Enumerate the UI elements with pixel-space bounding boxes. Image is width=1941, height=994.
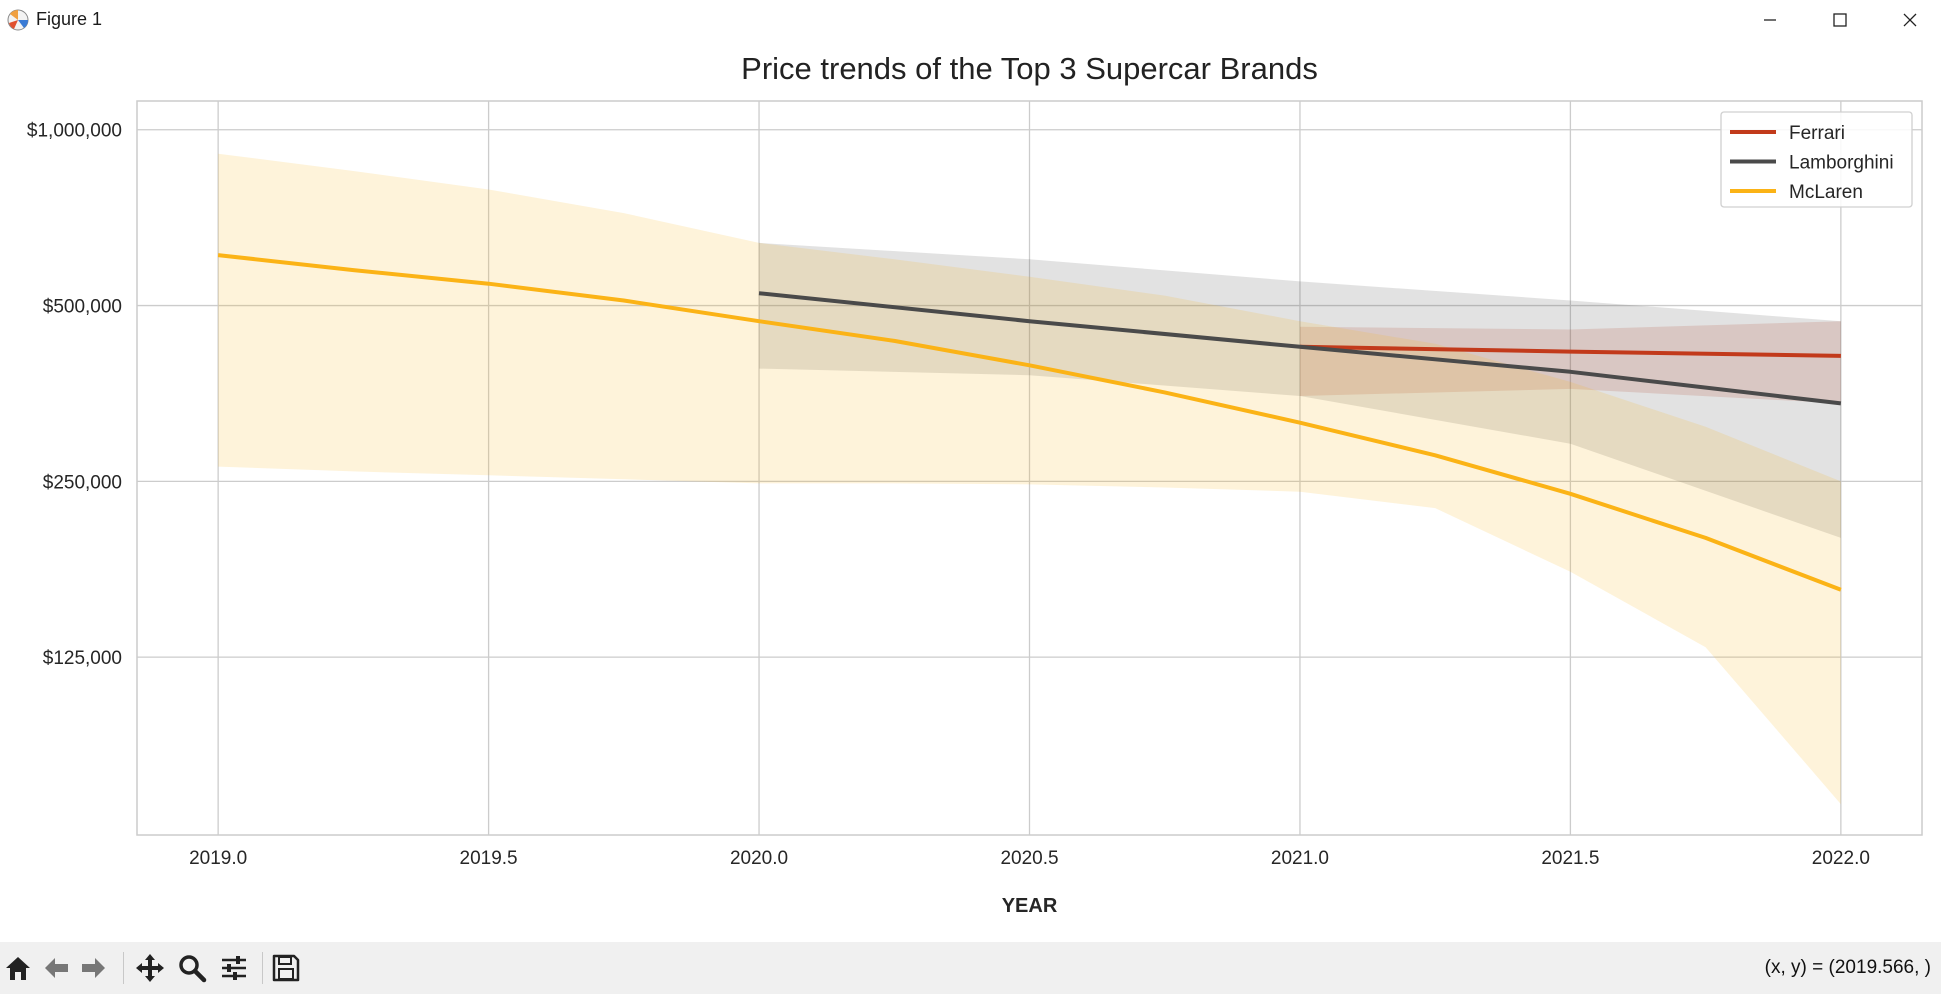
forward-arrow-icon [82,958,105,978]
legend-frame [1720,111,1913,208]
confidence-band-ferrari [1300,321,1841,404]
home-icon [6,957,30,980]
confidence-band-mclaren [218,153,1841,805]
maximize-icon [1833,13,1847,27]
back-button[interactable] [38,950,74,986]
legend-label-mclaren: McLaren [1789,182,1863,203]
x-axis-label: YEAR [1002,895,1058,917]
legend-label-lamborghini: Lamborghini [1789,153,1894,174]
cursor-coordinates: (x, y) = (2019.566, ) [1764,957,1931,978]
x-tick-label: 2022.0 [1812,848,1870,869]
series-line-ferrari [1299,344,1841,358]
close-icon [1903,13,1917,27]
y-tick-label: $250,000 [43,472,122,493]
save-button[interactable] [268,950,304,986]
series-line-lamborghini [758,291,1842,406]
series-line-mclaren [217,253,1842,592]
configure-subplots-icon [222,956,246,980]
back-arrow-icon [45,958,68,978]
pan-button[interactable] [132,950,168,986]
x-tick-label: 2021.5 [1541,848,1599,869]
chart: Price trends of the Top 3 Supercar Brand… [27,51,1923,917]
legend: Ferrari Lamborghini McLaren [1720,111,1913,208]
matplotlib-icon [7,9,29,31]
x-tick-label: 2019.5 [460,848,518,869]
y-tick-label: $500,000 [43,297,122,318]
toolbar-separator [262,952,263,984]
y-tick-label: $125,000 [43,648,122,669]
home-button[interactable] [0,950,36,986]
maximize-button[interactable] [1805,0,1875,40]
minimize-button[interactable] [1735,0,1805,40]
configure-subplots-button[interactable] [216,950,252,986]
zoom-button[interactable] [174,950,210,986]
pan-icon [136,954,164,982]
close-button[interactable] [1875,0,1941,40]
x-tick-label: 2020.5 [1000,848,1058,869]
axes-frame [136,100,1923,836]
zoom-icon [179,955,207,983]
forward-button[interactable] [76,950,112,986]
x-tick-label: 2019.0 [189,848,247,869]
navigation-toolbar: (x, y) = (2019.566, ) [0,942,1941,994]
minimize-icon [1764,19,1776,21]
legend-label-ferrari: Ferrari [1789,123,1845,144]
chart-title: Price trends of the Top 3 Supercar Brand… [741,51,1318,86]
y-tick-label: $1,000,000 [27,121,122,142]
figure-canvas[interactable]: Price trends of the Top 3 Supercar Brand… [0,40,1941,942]
window-title: Figure 1 [36,9,103,29]
toolbar-separator [123,952,124,984]
x-tick-label: 2021.0 [1271,848,1329,869]
window-titlebar: Figure 1 [0,0,1941,40]
confidence-band-lamborghini [759,242,1841,538]
save-icon [272,954,300,982]
grid [137,101,1922,835]
x-tick-label: 2020.0 [730,848,788,869]
